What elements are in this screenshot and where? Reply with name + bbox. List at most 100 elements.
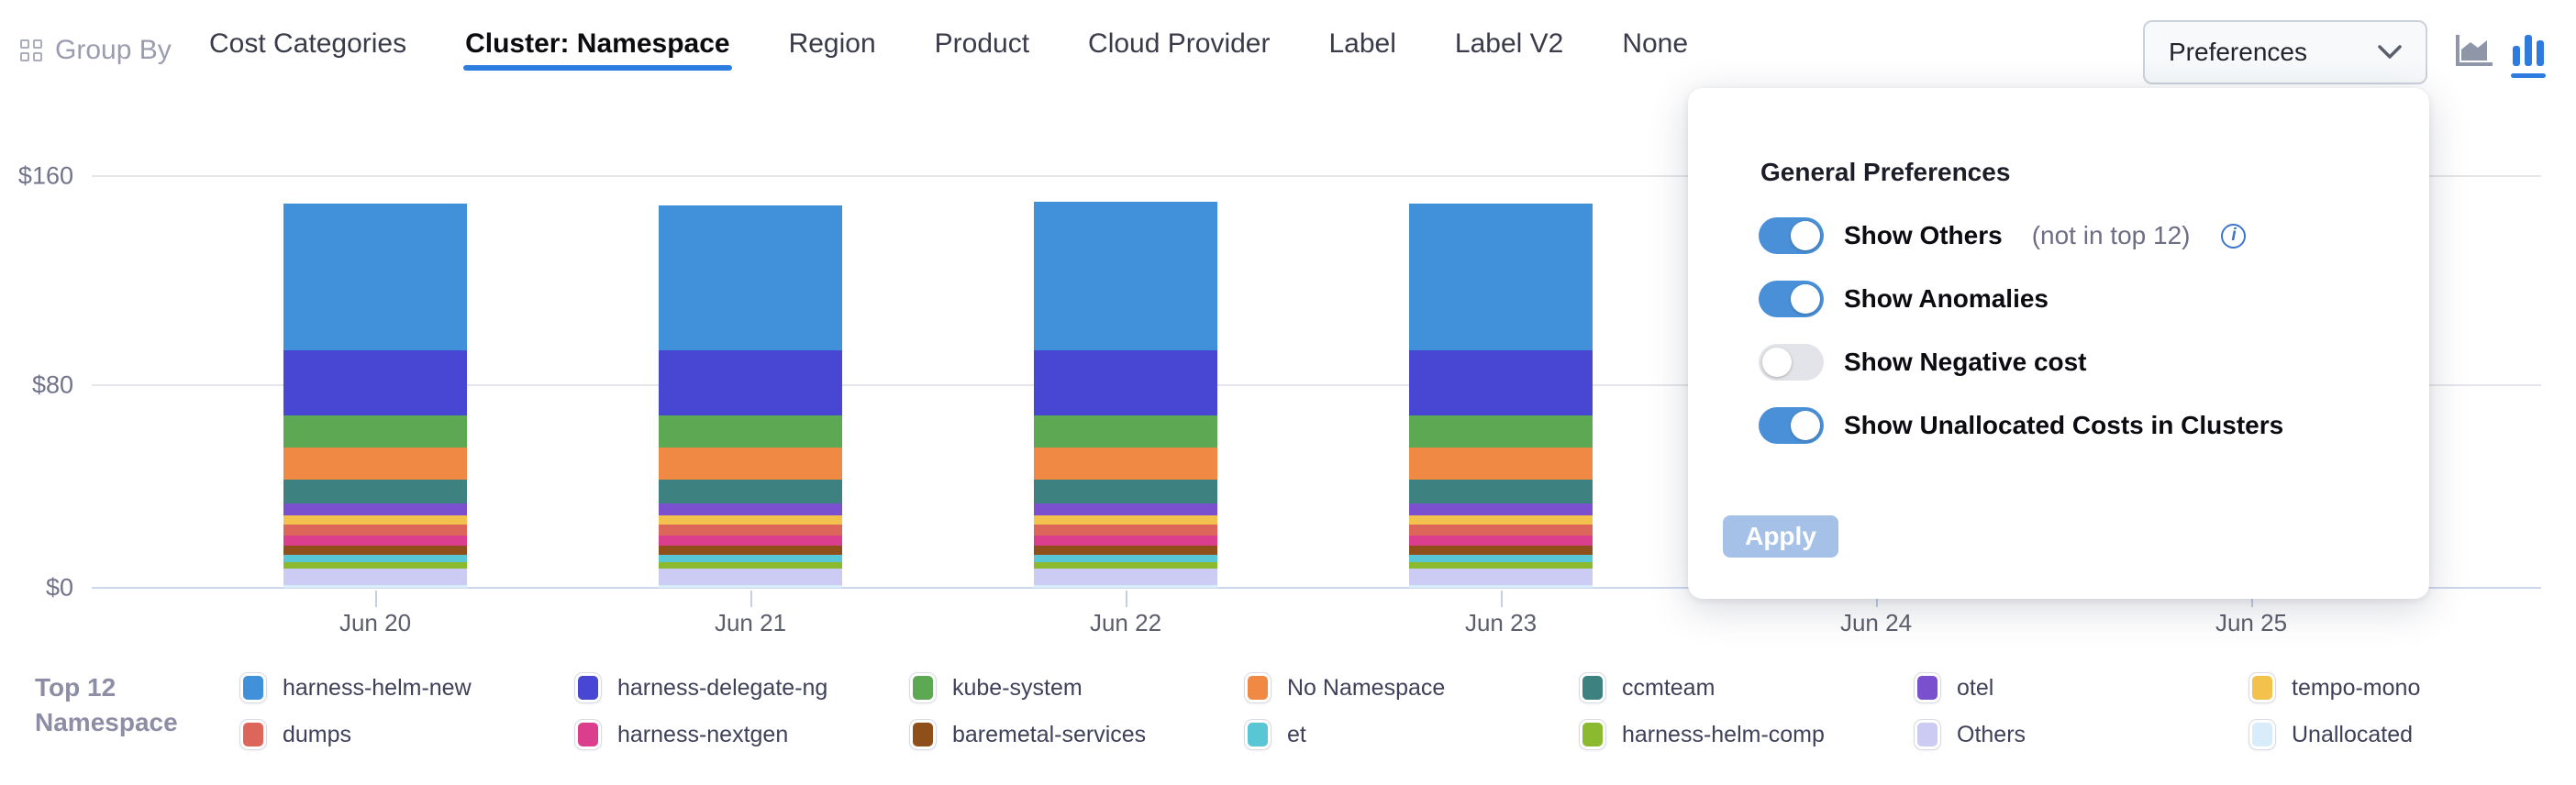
preference-row-show-others: Show Others (not in top 12) i [1759, 216, 2247, 256]
legend-item-no-namespace[interactable]: No Namespace [1244, 672, 1446, 703]
bar-segment-harness-nextgen[interactable] [1409, 535, 1593, 546]
bar-segment-harness-helm-new[interactable] [659, 205, 842, 351]
bar-segment-et[interactable] [659, 554, 842, 562]
bar-segment-harness-nextgen[interactable] [283, 535, 467, 546]
bar-segment-harness-delegate-ng[interactable] [283, 350, 467, 416]
bar-segment-dumps[interactable] [283, 524, 467, 536]
bar-segment-others[interactable] [659, 568, 842, 585]
bar-segment-others[interactable] [283, 568, 467, 585]
bar-segment-ccmteam[interactable] [1409, 479, 1593, 503]
bar-segment-dumps[interactable] [1409, 524, 1593, 536]
bar-segment-dumps[interactable] [1034, 524, 1217, 536]
bar-segment-harness-helm-new[interactable] [1409, 203, 1593, 351]
bar-segment-no-namespace[interactable] [659, 448, 842, 480]
bar-segment-kube-system[interactable] [1034, 415, 1217, 448]
bar-segment-harness-helm-new[interactable] [1034, 202, 1217, 351]
bar-segment-tempo-mono[interactable] [283, 514, 467, 525]
x-axis-tick [2251, 591, 2253, 607]
legend-item-harness-delegate-ng[interactable]: harness-delegate-ng [574, 672, 827, 703]
legend-item-baremetal-services[interactable]: baremetal-services [909, 719, 1146, 750]
legend-item-ccmteam[interactable]: ccmteam [1579, 672, 1715, 703]
bar-segment-harness-delegate-ng[interactable] [1409, 350, 1593, 416]
bar-segment-kube-system[interactable] [659, 415, 842, 448]
bar-segment-unallocated[interactable] [1034, 584, 1217, 588]
legend-item-others[interactable]: Others [1914, 719, 2026, 750]
info-icon[interactable]: i [2221, 223, 2247, 249]
bar-segment-no-namespace[interactable] [1409, 448, 1593, 480]
bar-segment-harness-delegate-ng[interactable] [1034, 350, 1217, 416]
bar-segment-harness-nextgen[interactable] [1034, 535, 1217, 546]
toggle-show-negative-cost[interactable] [1759, 344, 1824, 381]
bar-segment-unallocated[interactable] [659, 584, 842, 588]
bar-segment-harness-helm-new[interactable] [283, 204, 467, 351]
legend-item-harness-helm-new[interactable]: harness-helm-new [239, 672, 472, 703]
bar-segment-baremetal-services[interactable] [659, 545, 842, 555]
bar-segment-otel[interactable] [283, 503, 467, 515]
legend-item-tempo-mono[interactable]: tempo-mono [2248, 672, 2420, 703]
bar-segment-harness-nextgen[interactable] [659, 535, 842, 546]
bar-segment-no-namespace[interactable] [283, 448, 467, 480]
bar-segment-kube-system[interactable] [283, 415, 467, 448]
legend-item-label: ccmteam [1622, 674, 1715, 701]
toggle-knob [1791, 221, 1820, 250]
apply-button[interactable]: Apply [1723, 515, 1838, 558]
bar-segment-otel[interactable] [1034, 503, 1217, 515]
bar-segment-baremetal-services[interactable] [283, 545, 467, 555]
legend-item-et[interactable]: et [1244, 719, 1306, 750]
bar-segment-tempo-mono[interactable] [1034, 514, 1217, 525]
bar-jun-21 [659, 205, 842, 588]
bar-segment-harness-helm-comp[interactable] [1034, 561, 1217, 569]
bar-segment-harness-delegate-ng[interactable] [659, 350, 842, 416]
bar-segment-others[interactable] [1409, 568, 1593, 585]
tab-region[interactable]: Region [788, 28, 876, 59]
tab-none[interactable]: None [1622, 28, 1689, 59]
bar-segment-otel[interactable] [1409, 503, 1593, 515]
bar-segment-et[interactable] [1409, 554, 1593, 562]
tab-label-v2[interactable]: Label V2 [1454, 28, 1564, 59]
x-axis-label-jun-25: Jun 25 [2215, 609, 2288, 636]
preferences-dropdown-button[interactable]: Preferences [2143, 20, 2427, 84]
bar-segment-baremetal-services[interactable] [1034, 545, 1217, 555]
tab-cloud-provider[interactable]: Cloud Provider [1088, 28, 1271, 59]
toggle-show-others[interactable] [1759, 217, 1824, 254]
bar-segment-unallocated[interactable] [1409, 584, 1593, 588]
bar-segment-harness-helm-comp[interactable] [659, 561, 842, 569]
y-axis-tick-80: $80 [31, 370, 73, 399]
bar-segment-others[interactable] [1034, 568, 1217, 585]
bar-segment-ccmteam[interactable] [283, 479, 467, 503]
bar-segment-baremetal-services[interactable] [1409, 545, 1593, 555]
bar-segment-et[interactable] [1034, 554, 1217, 562]
bar-chart-icon[interactable] [2511, 35, 2546, 78]
bar-segment-tempo-mono[interactable] [659, 514, 842, 525]
legend-item-label: No Namespace [1287, 674, 1446, 701]
legend-item-unallocated[interactable]: Unallocated [2248, 719, 2413, 750]
legend-item-harness-helm-comp[interactable]: harness-helm-comp [1579, 719, 1825, 750]
bar-segment-harness-helm-comp[interactable] [283, 561, 467, 569]
group-by-label: Group By [55, 35, 172, 65]
bar-segment-no-namespace[interactable] [1034, 448, 1217, 480]
bar-segment-otel[interactable] [659, 503, 842, 515]
y-axis-tick-160: $160 [17, 161, 73, 190]
bar-segment-dumps[interactable] [659, 524, 842, 536]
tab-product[interactable]: Product [934, 28, 1030, 59]
legend-item-kube-system[interactable]: kube-system [909, 672, 1083, 703]
legend-item-otel[interactable]: otel [1914, 672, 1993, 703]
tab-cluster-namespace[interactable]: Cluster: Namespace [463, 16, 733, 72]
tab-cost-categories[interactable]: Cost Categories [209, 28, 407, 59]
tab-label[interactable]: Label [1328, 28, 1396, 59]
legend-item-harness-nextgen[interactable]: harness-nextgen [574, 719, 788, 750]
area-chart-icon[interactable] [2456, 35, 2493, 71]
toggle-show-anomalies[interactable] [1759, 281, 1824, 317]
preference-row-show-unallocated-costs-in-clusters: Show Unallocated Costs in Clusters [1759, 405, 2283, 446]
bar-segment-harness-helm-comp[interactable] [1409, 561, 1593, 569]
bar-segment-ccmteam[interactable] [659, 479, 842, 503]
toggle-show-unallocated-costs-in-clusters[interactable] [1759, 407, 1824, 444]
legend-item-dumps[interactable]: dumps [239, 719, 351, 750]
bar-segment-kube-system[interactable] [1409, 415, 1593, 448]
legend-color-chip [574, 672, 602, 703]
chart-type-switcher [2456, 35, 2546, 78]
bar-segment-et[interactable] [283, 554, 467, 562]
bar-segment-tempo-mono[interactable] [1409, 514, 1593, 525]
bar-segment-ccmteam[interactable] [1034, 479, 1217, 503]
bar-segment-unallocated[interactable] [283, 584, 467, 588]
